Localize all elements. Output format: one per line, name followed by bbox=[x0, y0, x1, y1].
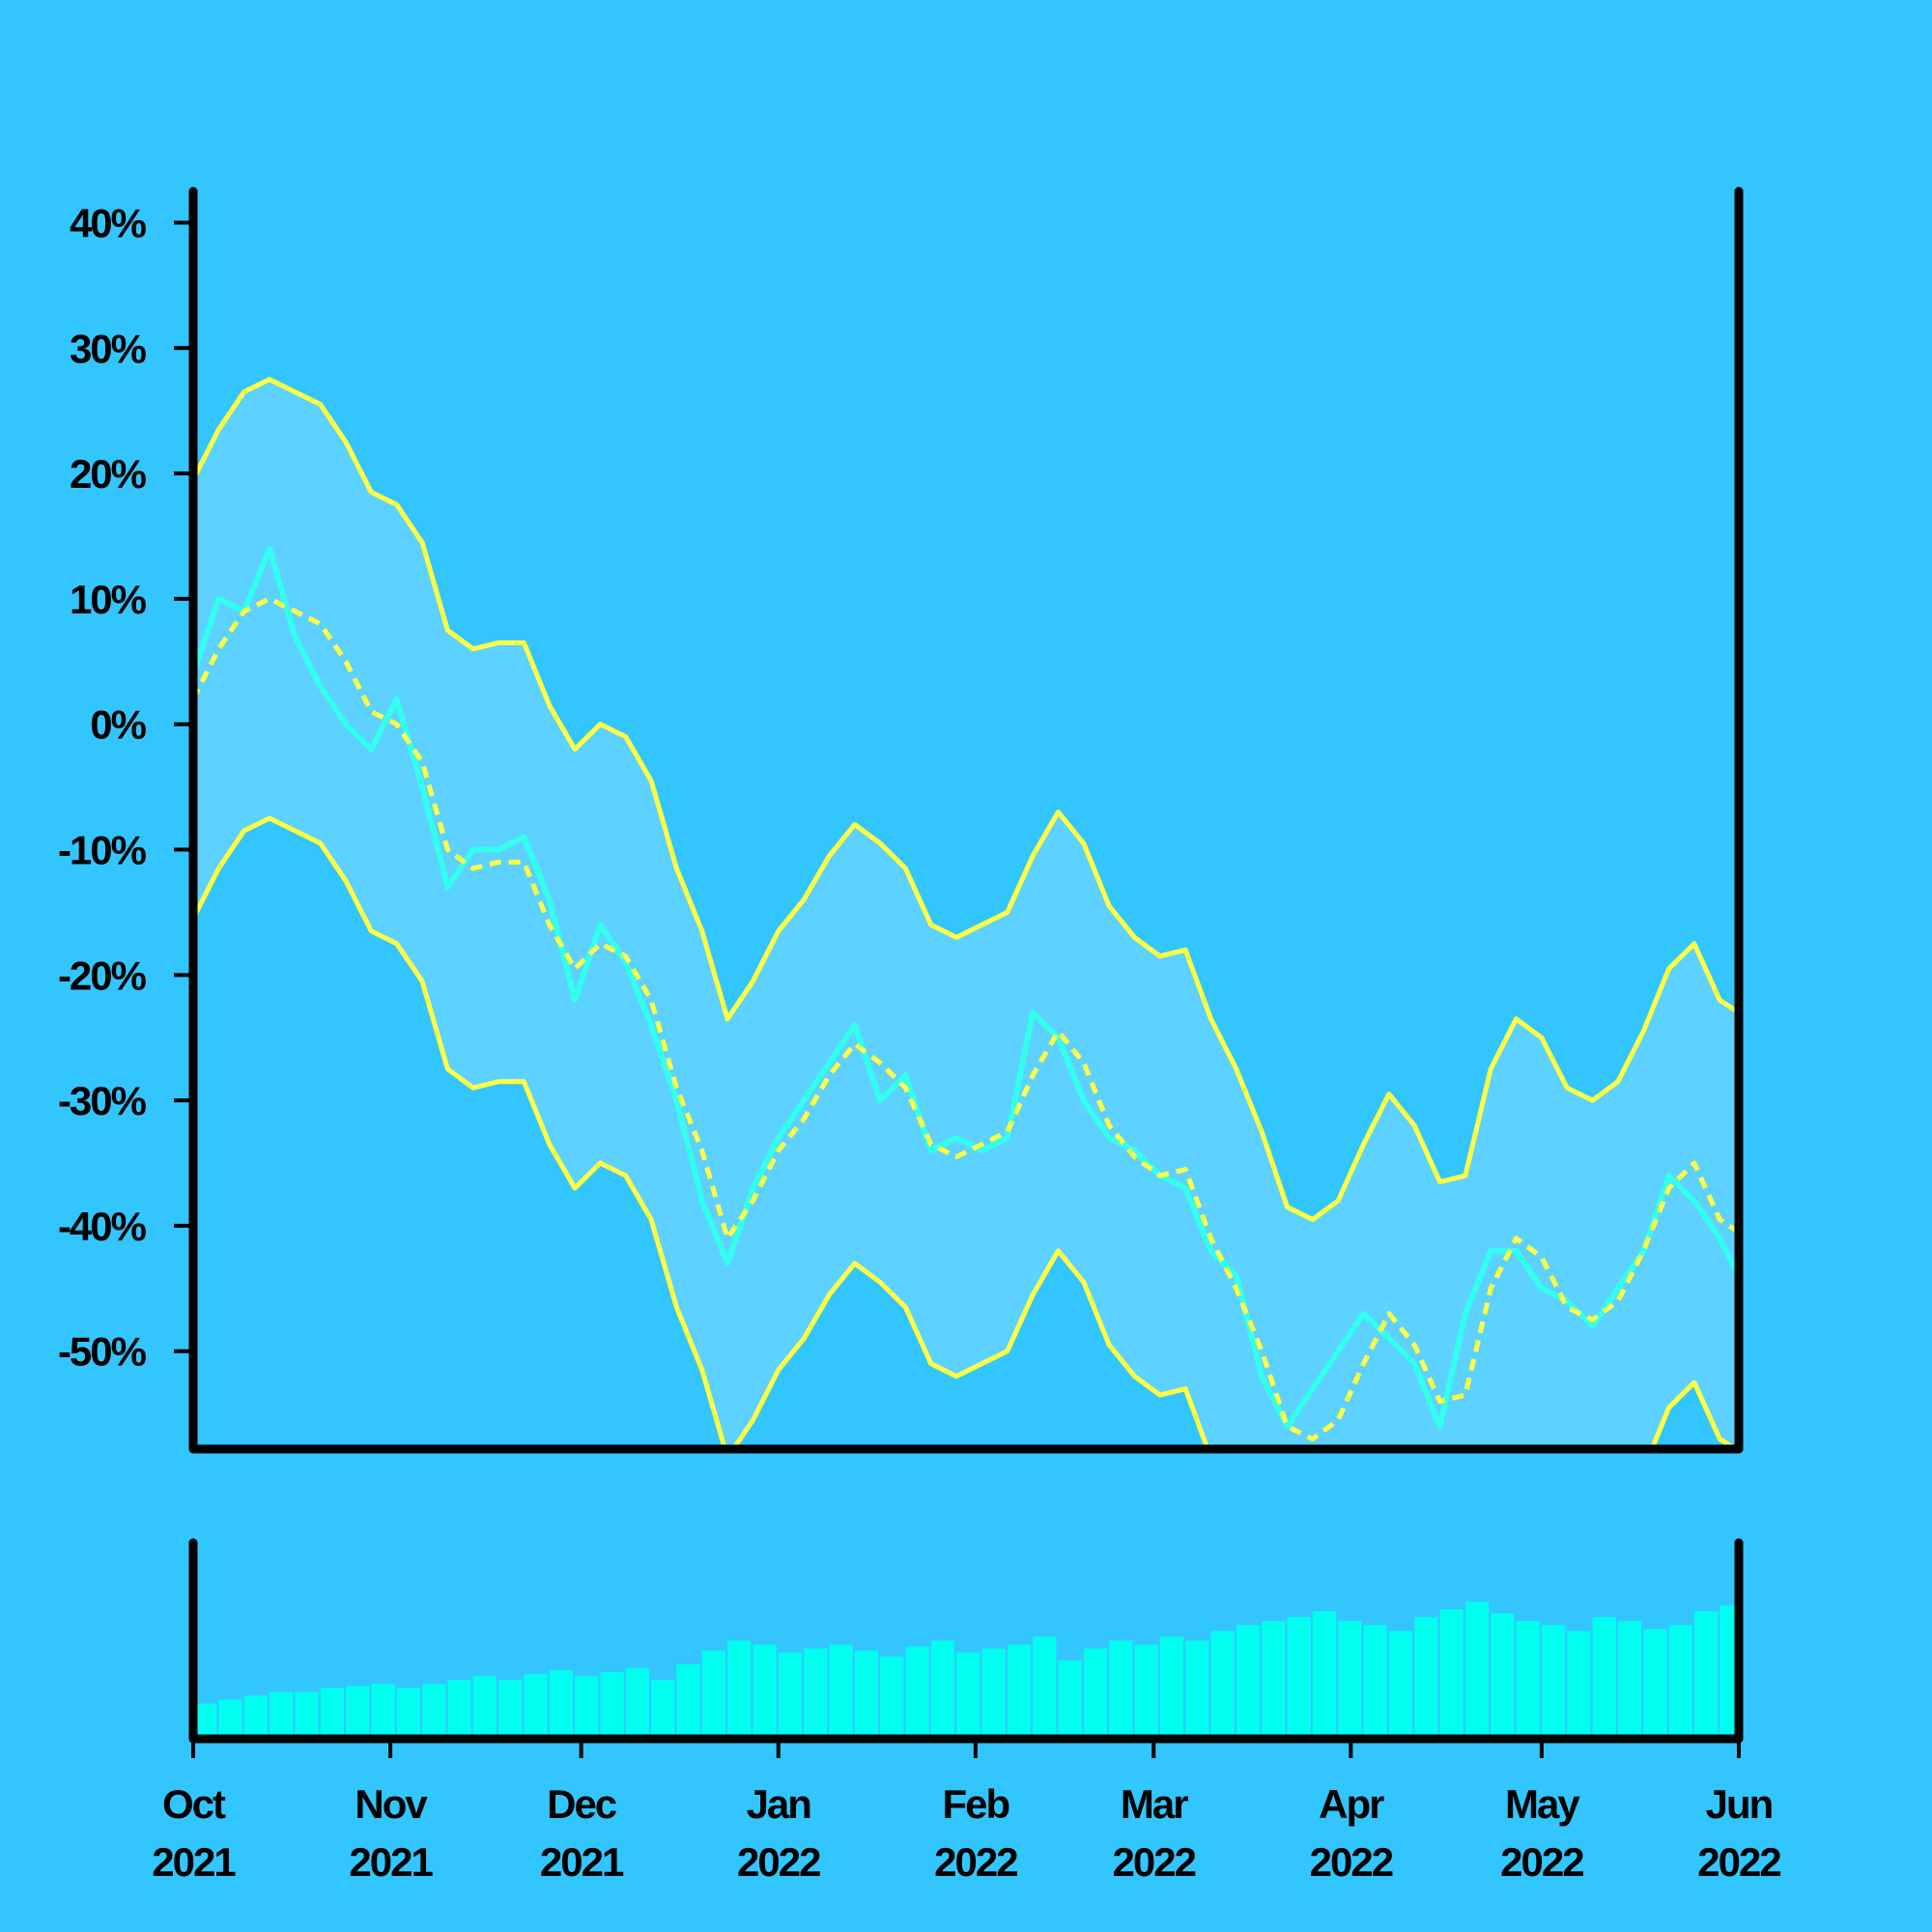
y-tick-label: 30% bbox=[70, 326, 147, 371]
volume-bar bbox=[1693, 1611, 1719, 1739]
line-series bbox=[193, 377, 1739, 1222]
volume-bar bbox=[472, 1676, 497, 1739]
volume-bar bbox=[753, 1644, 777, 1739]
y-tick-label: -40% bbox=[58, 1204, 147, 1249]
volume-bar bbox=[320, 1688, 345, 1739]
volume-bar bbox=[1033, 1636, 1057, 1739]
volume-bar bbox=[270, 1691, 294, 1739]
plot-area bbox=[193, 377, 1739, 1449]
volume-bar bbox=[371, 1684, 395, 1739]
volume-bar bbox=[880, 1656, 904, 1739]
volume-bar bbox=[1592, 1617, 1616, 1739]
axes: 40% 30% 20% 10% 0% -10% -20% -30% -40% -50% Oct 202… bbox=[58, 186, 1782, 1885]
volume-bar bbox=[956, 1652, 980, 1739]
volume-bar bbox=[243, 1695, 269, 1739]
x-tick-label: Oct 2021 bbox=[152, 1781, 236, 1885]
volume-bar bbox=[930, 1640, 955, 1739]
volume-bar bbox=[1109, 1640, 1133, 1739]
y-tick-label: 40% bbox=[70, 200, 147, 245]
y-tick-label: 0% bbox=[90, 702, 146, 748]
volume-bar bbox=[1491, 1613, 1515, 1739]
line-series bbox=[193, 545, 1739, 1430]
x-tick-label: Dec 2021 bbox=[540, 1781, 624, 1885]
volume-bar bbox=[1617, 1621, 1642, 1739]
volume-bar bbox=[1338, 1621, 1362, 1739]
y-tick-label: -30% bbox=[58, 1078, 147, 1123]
volume-bar bbox=[549, 1669, 574, 1739]
volume-bar bbox=[498, 1680, 523, 1739]
volume-bar bbox=[1083, 1648, 1108, 1739]
volume-bar bbox=[1159, 1636, 1184, 1739]
x-tick-label: Feb 2022 bbox=[934, 1781, 1017, 1885]
volume-bar bbox=[1541, 1625, 1566, 1739]
volume-bar bbox=[727, 1640, 752, 1739]
volume-bar bbox=[905, 1646, 929, 1739]
volume-bar bbox=[1643, 1629, 1667, 1739]
x-tick-label: Jan 2022 bbox=[737, 1781, 820, 1885]
volume-bar bbox=[1185, 1640, 1209, 1739]
volume-bar bbox=[1363, 1625, 1387, 1739]
volume-bar bbox=[524, 1674, 548, 1739]
volume-bar bbox=[1719, 1605, 1737, 1739]
volume-bar bbox=[1007, 1644, 1032, 1739]
volume-bar bbox=[1439, 1609, 1463, 1739]
y-tick-label: 20% bbox=[70, 451, 147, 497]
volume-bar bbox=[1134, 1644, 1158, 1739]
volume-bar bbox=[575, 1676, 599, 1739]
volume-bar bbox=[1388, 1631, 1413, 1739]
volume-bar bbox=[1236, 1625, 1261, 1739]
y-tick-label: -10% bbox=[58, 828, 147, 873]
volume-panel bbox=[193, 1601, 1740, 1739]
volume-bar bbox=[1287, 1617, 1311, 1739]
volume-bar bbox=[701, 1650, 726, 1739]
volume-bar bbox=[651, 1680, 675, 1739]
volume-bar bbox=[295, 1691, 319, 1739]
y-tick-label: 10% bbox=[70, 577, 147, 622]
volume-bar bbox=[1516, 1621, 1540, 1739]
volume-bar bbox=[1312, 1611, 1337, 1739]
x-tick-label: Nov 2021 bbox=[349, 1781, 433, 1885]
volume-bar bbox=[676, 1663, 700, 1739]
x-tick-label: Apr 2022 bbox=[1310, 1781, 1393, 1885]
volume-bar bbox=[625, 1667, 650, 1739]
volume-bar bbox=[1058, 1660, 1082, 1739]
volume-bar bbox=[778, 1652, 803, 1739]
volume-bar bbox=[1210, 1631, 1235, 1739]
line-series bbox=[193, 596, 1739, 1442]
volume-bar bbox=[447, 1680, 471, 1739]
x-tick-label: Mar 2022 bbox=[1113, 1781, 1196, 1885]
volume-bar bbox=[1262, 1621, 1286, 1739]
volume-bar bbox=[422, 1684, 446, 1739]
volume-bar bbox=[1464, 1601, 1490, 1739]
volume-bar bbox=[600, 1671, 624, 1739]
volume-bar bbox=[346, 1686, 370, 1739]
volume-bar bbox=[804, 1648, 828, 1739]
volume-bar bbox=[981, 1648, 1006, 1739]
line-series bbox=[193, 815, 1739, 1449]
volume-bar bbox=[829, 1644, 853, 1739]
volume-bar bbox=[854, 1650, 879, 1739]
volume-bar bbox=[1668, 1625, 1692, 1739]
volume-bar bbox=[1567, 1631, 1591, 1739]
y-tick-label: -20% bbox=[58, 952, 147, 998]
y-tick-label: -50% bbox=[58, 1329, 147, 1375]
x-tick-label: May 2022 bbox=[1500, 1781, 1583, 1885]
volume-bar bbox=[396, 1688, 421, 1739]
volume-bar bbox=[1414, 1617, 1438, 1739]
x-tick-label: Jun 2022 bbox=[1697, 1781, 1780, 1885]
volume-bar bbox=[218, 1699, 242, 1739]
